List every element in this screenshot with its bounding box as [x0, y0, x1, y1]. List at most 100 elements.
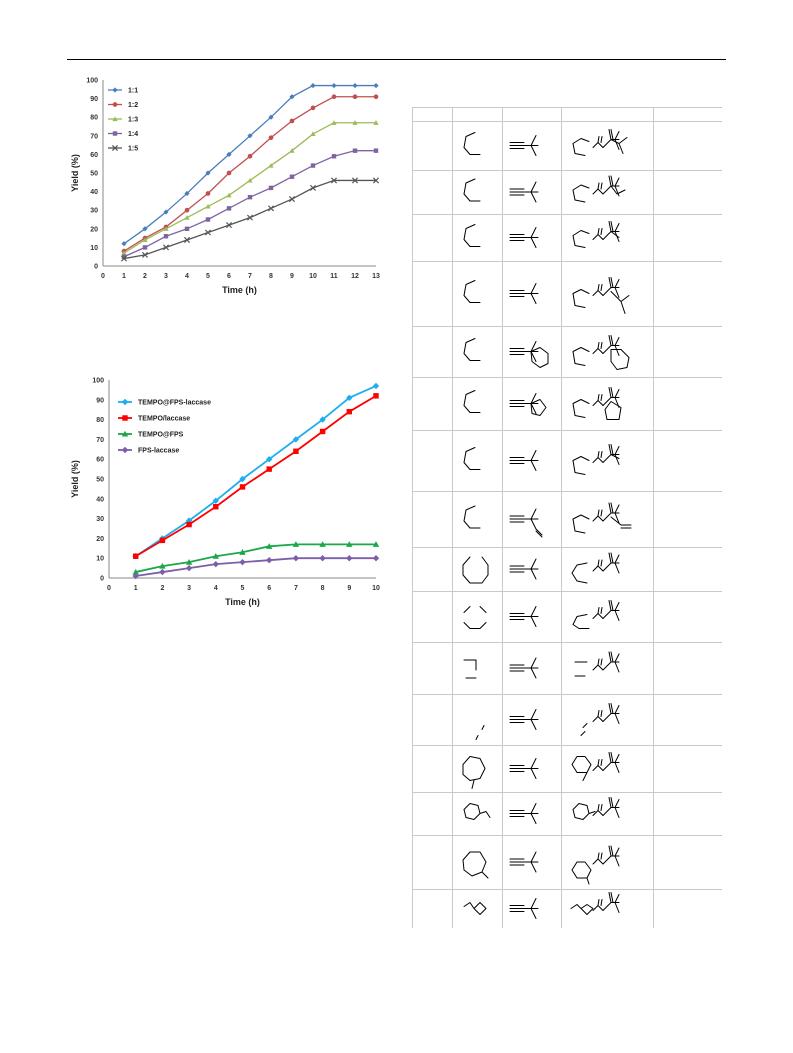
y-tick-label: 100: [86, 78, 98, 85]
reagent-structure: [509, 341, 549, 368]
bond: [610, 454, 620, 459]
data-point: [346, 408, 353, 415]
data-point: [239, 484, 246, 490]
bond: [462, 556, 489, 584]
reagent-structure: [509, 851, 539, 873]
substrate-structure: [462, 851, 489, 879]
data-point: [205, 217, 211, 222]
x-tick-label: 11: [330, 273, 338, 280]
bond: [509, 290, 525, 297]
bond: [592, 451, 604, 463]
legend-marker: [122, 415, 128, 421]
table-svg: [412, 107, 722, 928]
data-point: [184, 207, 190, 213]
data-point: [247, 153, 253, 159]
data-point: [331, 94, 337, 100]
data-point: [212, 560, 219, 568]
x-axis-title: Time (h): [222, 285, 257, 295]
bond: [463, 224, 481, 247]
x-tick-label: 2: [143, 273, 147, 280]
y-tick-label: 100: [92, 378, 104, 385]
legend-marker: [121, 430, 129, 437]
data-point: [319, 428, 326, 435]
data-point: [352, 148, 358, 153]
data-point: [184, 215, 190, 220]
substrate-structure: [463, 390, 481, 413]
bond: [530, 347, 549, 368]
bond: [602, 600, 620, 621]
product-structure: [572, 797, 620, 820]
bond: [572, 347, 590, 366]
data-point: [183, 236, 191, 243]
product-structure: [572, 335, 630, 370]
data-point: [319, 416, 326, 423]
reagent-structure: [509, 393, 547, 416]
legend-marker: [112, 116, 118, 122]
series-line: [123, 96, 376, 252]
data-point: [267, 205, 275, 212]
bond: [602, 387, 620, 408]
substrate-scope-table: [412, 107, 722, 928]
series-line: [135, 385, 377, 557]
y-tick-label: 90: [90, 96, 98, 103]
series-line: [123, 84, 376, 245]
x-tick-label: 9: [347, 585, 351, 592]
y-tick-label: 30: [90, 208, 98, 215]
substrate-structure: [463, 902, 487, 915]
x-tick-label: 3: [187, 585, 191, 592]
bond: [463, 803, 491, 820]
bond: [509, 234, 525, 241]
data-point: [331, 82, 337, 89]
substrate-structure: [463, 505, 481, 529]
data-point: [226, 192, 232, 198]
y-tick-label: 0: [94, 264, 98, 271]
data-point: [346, 394, 353, 402]
reagent-structure: [509, 227, 539, 248]
data-point: [292, 555, 300, 562]
data-point: [289, 148, 295, 153]
data-point: [346, 541, 353, 547]
bond: [592, 182, 604, 195]
data-point: [239, 475, 246, 483]
bond: [523, 851, 539, 873]
x-tick-label: 6: [227, 273, 231, 280]
y-tick-label: 10: [96, 556, 104, 563]
data-point: [268, 185, 274, 191]
data-point: [268, 135, 274, 140]
bond: [592, 136, 604, 148]
series-line: [135, 557, 376, 577]
data-point: [373, 148, 379, 153]
bond: [610, 137, 628, 154]
data-point: [372, 382, 380, 390]
series-line: [123, 179, 376, 260]
substrate-structure: [462, 756, 486, 789]
data-point: [121, 254, 127, 259]
x-tick-label: 13: [372, 273, 380, 280]
data-point: [142, 226, 148, 232]
legend-label: TEMPO@FPS-laccase: [138, 400, 211, 407]
bond: [509, 905, 525, 912]
y-tick-label: 20: [96, 536, 104, 543]
data-point: [120, 255, 128, 262]
reagent-structure: [509, 709, 539, 730]
product-structure: [571, 552, 620, 584]
data-point: [213, 504, 219, 510]
data-point: [373, 120, 379, 125]
bond: [463, 132, 481, 155]
bond: [463, 505, 481, 529]
data-point: [319, 555, 326, 562]
product-structure: [571, 845, 620, 885]
bond: [602, 797, 620, 818]
data-point: [372, 177, 380, 184]
bond: [602, 703, 620, 724]
bond: [509, 858, 525, 866]
bond: [530, 399, 547, 416]
bond: [509, 716, 525, 723]
data-point: [351, 177, 359, 184]
bond: [592, 710, 604, 722]
bond: [592, 899, 604, 911]
bond: [572, 399, 590, 418]
data-point: [288, 196, 296, 203]
bond: [509, 348, 525, 355]
data-point: [247, 194, 253, 200]
